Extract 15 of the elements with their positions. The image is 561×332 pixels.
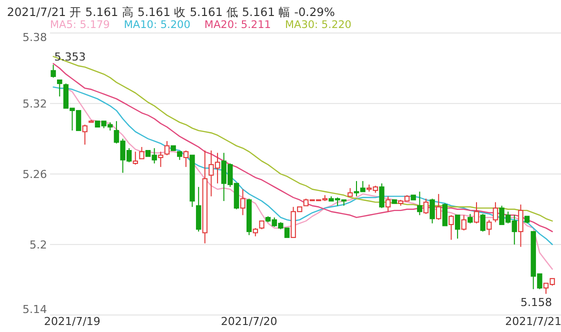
annotation: 5.353 (54, 50, 86, 64)
text: MA5: 5.179 (50, 19, 110, 31)
y-tick-label: 5.26 (22, 168, 47, 181)
y-tick-label: 5.2 (30, 238, 47, 252)
chart-title: 2021/7/21 开 5.161 高 5.161 收 5.161 低 5.161 幅 -0.29% (7, 5, 335, 19)
text: MA30: 5.220 (284, 19, 352, 31)
text: MA20: 5.211 (204, 19, 271, 31)
x-tick-label: 2021/7/21 (505, 315, 561, 328)
y-tick-label: 5.14 (22, 303, 47, 316)
text: MA10: 5.200 (124, 19, 190, 31)
x-tick-label: 2021/7/20 (220, 315, 278, 328)
y-tick-label: 5.38 (22, 31, 47, 44)
annotation: 5.158 (520, 296, 552, 309)
x-tick-label: 2021/7/19 (44, 315, 100, 328)
y-tick-label: 5.32 (22, 98, 47, 110)
